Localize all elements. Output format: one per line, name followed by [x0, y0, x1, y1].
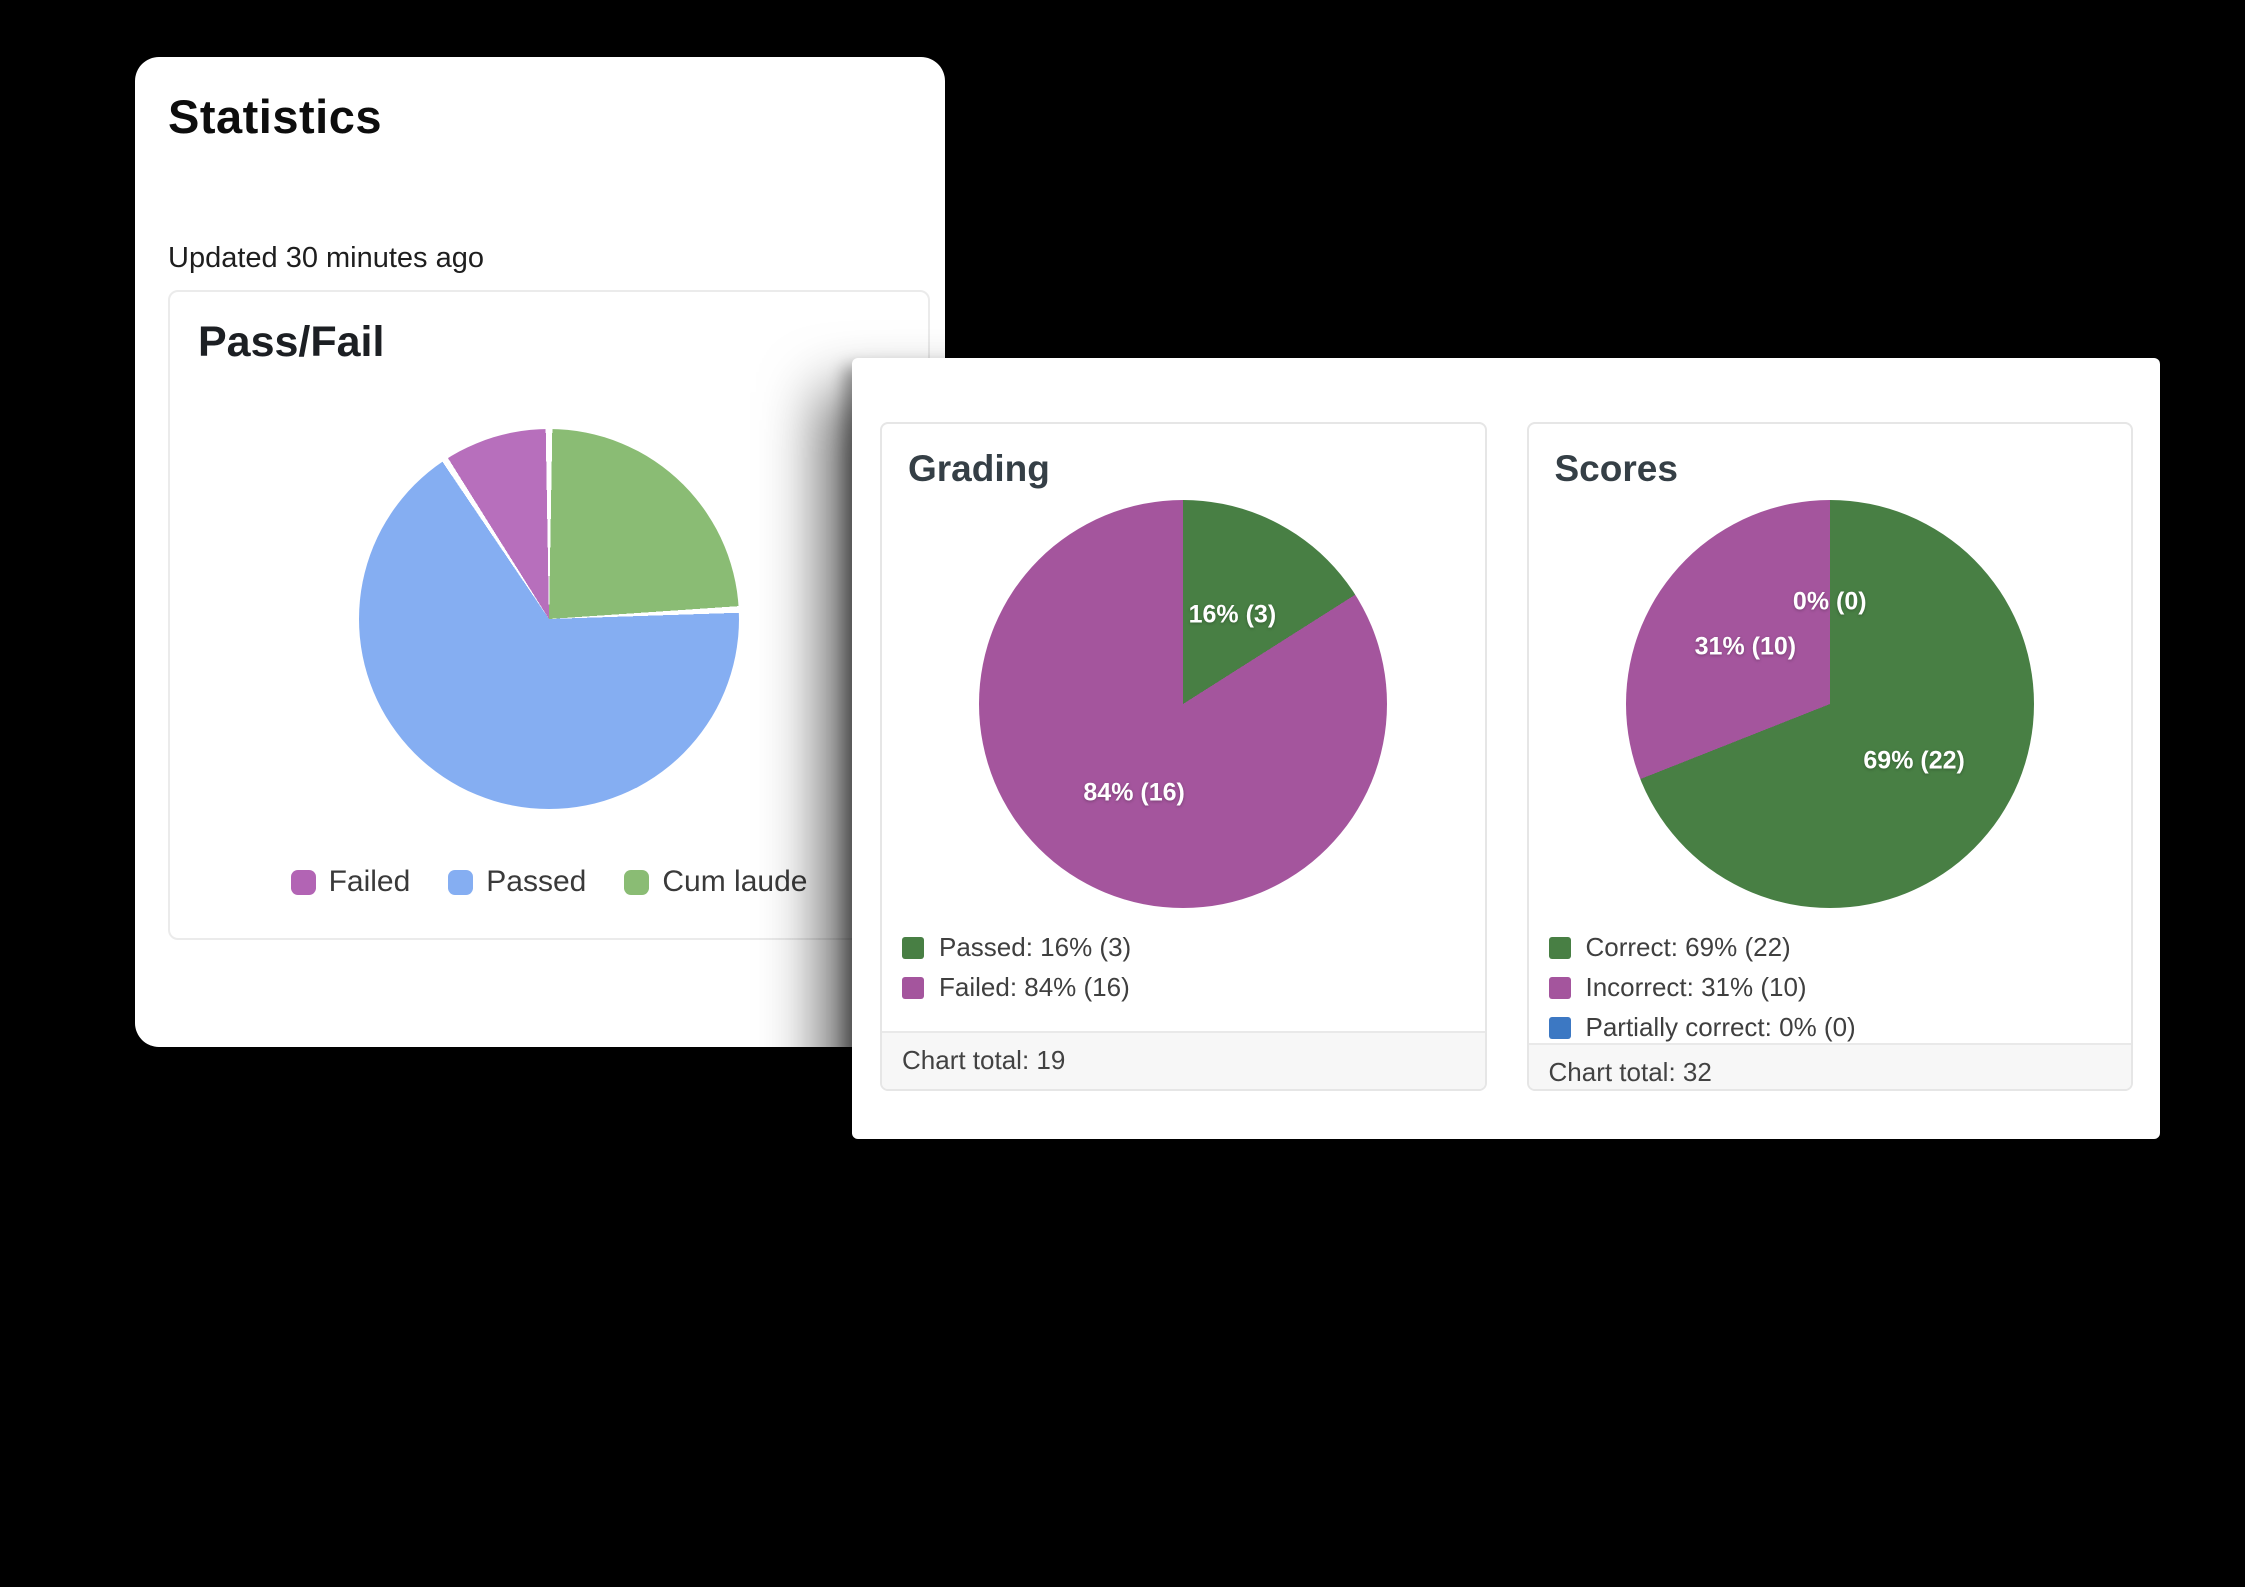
pie-slice-label: 69% (22) — [1863, 746, 1965, 775]
pie-slice-label: 31% (10) — [1694, 632, 1797, 661]
grading-legend: Passed: 16% (3) Failed: 84% (16) — [902, 932, 1485, 1003]
scores-pie-chart: 69% (22) 31% (10) 0% (0) — [1625, 500, 2034, 908]
legend-label: Failed: 84% (16) — [939, 972, 1130, 1002]
pie-slice-label: 16% (3) — [1188, 600, 1277, 629]
pie-slice-label: 0% (0) — [1792, 587, 1867, 616]
pie-slice-label: 84% (16) — [1083, 778, 1185, 807]
legend-item[interactable]: Partially correct: 0% (0) — [1548, 1012, 2132, 1043]
pass-fail-pie-chart — [359, 429, 739, 809]
legend-item[interactable]: Correct: 69% (22) — [1548, 932, 2132, 963]
legend-item[interactable]: Cum laude — [624, 865, 807, 899]
legend-swatch — [624, 869, 650, 895]
grading-title: Grading — [908, 448, 1050, 489]
scores-panel: Scores 69% (22) 31% (10) 0% (0) Correct: 6… — [1526, 422, 2133, 1091]
grading-pie-chart: 16% (3) 84% (16) — [979, 500, 1388, 908]
legend-swatch — [290, 869, 316, 895]
statistics-card: Statistics Updated 30 minutes ago Pass/F… — [135, 57, 945, 1047]
page-title: Statistics — [168, 90, 382, 143]
legend-swatch — [902, 976, 924, 999]
grading-chart-total: Chart total: 19 — [882, 1031, 1485, 1089]
legend-swatch — [1548, 976, 1571, 999]
scores-legend: Correct: 69% (22) Incorrect: 31% (10) Part… — [1548, 932, 2132, 1043]
legend-item[interactable]: Failed: 84% (16) — [902, 972, 1485, 1003]
legend-label: Partially correct: 0% (0) — [1585, 1012, 1856, 1042]
legend-swatch — [1548, 936, 1571, 959]
legend-label: Failed — [328, 865, 411, 898]
legend-swatch — [448, 869, 474, 895]
legend-label: Cum laude — [662, 865, 808, 898]
scores-title: Scores — [1554, 448, 1678, 489]
legend-label: Correct: 69% (22) — [1585, 932, 1791, 962]
legend-item[interactable]: Failed — [290, 865, 411, 899]
legend-swatch — [902, 936, 924, 959]
pass-fail-title: Pass/Fail — [198, 318, 385, 366]
scores-chart-total: Chart total: 32 — [1528, 1043, 2131, 1089]
legend-item[interactable]: Passed — [448, 865, 586, 899]
grading-panel: Grading 16% (3) 84% (16) Passed: 16% (3) F… — [880, 422, 1487, 1091]
legend-label: Passed — [486, 865, 587, 898]
legend-item[interactable]: Incorrect: 31% (10) — [1548, 972, 2132, 1003]
pass-fail-panel: Pass/Fail Failed Passed Cum laude — [168, 290, 930, 940]
legend-item[interactable]: Passed: 16% (3) — [902, 932, 1485, 963]
legend-label: Passed: 16% (3) — [939, 932, 1132, 962]
legend-label: Incorrect: 31% (10) — [1585, 972, 1807, 1002]
report-panels-row: Grading 16% (3) 84% (16) Passed: 16% (3) F… — [880, 422, 2133, 1091]
pass-fail-legend: Failed Passed Cum laude — [170, 865, 928, 899]
updated-timestamp: Updated 30 minutes ago — [168, 242, 484, 274]
reports-card: Grading 16% (3) 84% (16) Passed: 16% (3) F… — [852, 358, 2160, 1139]
legend-swatch — [1548, 1016, 1571, 1039]
